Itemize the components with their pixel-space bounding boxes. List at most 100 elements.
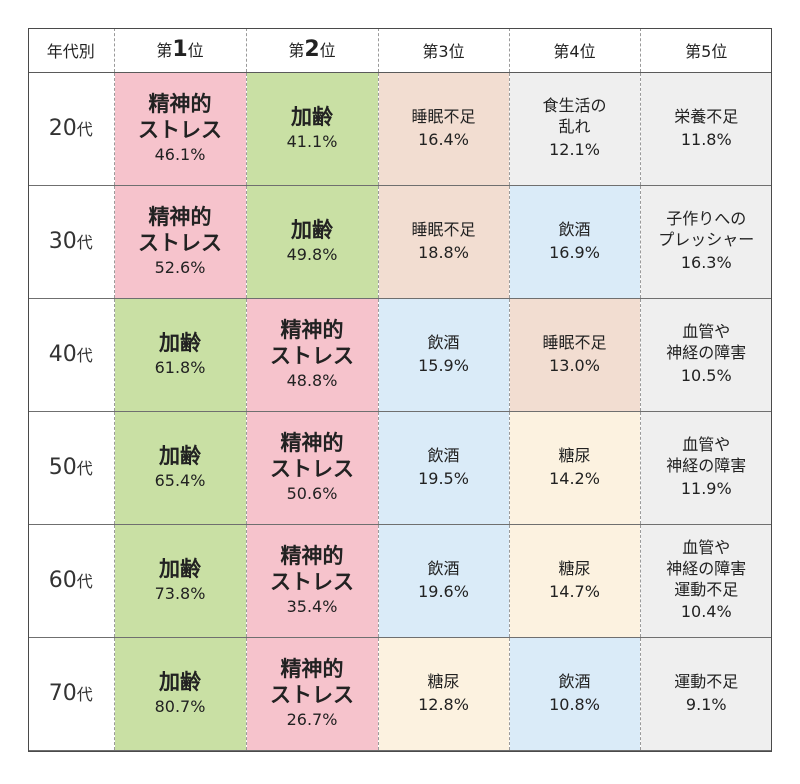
rank-5-cell: 運動不足 9.1% xyxy=(640,637,772,751)
rank-1-cell: 加齢 65.4% xyxy=(114,411,247,525)
rank-3-cell: 睡眠不足 16.4% xyxy=(378,72,510,186)
rank-4-cell: 糖尿 14.7% xyxy=(509,524,641,638)
cause-label: 睡眠不足 xyxy=(542,332,607,352)
header-rank-1: 第1位 xyxy=(114,28,247,73)
cause-percentage: 10.5% xyxy=(680,365,732,385)
table-body: 20代 精神的 ストレス 46.1% 加齢 41.1% 睡眠不足 16.4% 食生活の 乱れ 1… xyxy=(28,72,772,751)
cause-label: 子作りへの プレッシャー xyxy=(658,209,755,250)
rank-4-cell: 食生活の 乱れ 12.1% xyxy=(509,72,641,186)
age-suffix: 代 xyxy=(76,346,93,365)
rank-2-cell: 精神的 ストレス 26.7% xyxy=(246,637,379,751)
header-text: 第5位 xyxy=(685,41,728,61)
cause-percentage: 50.6% xyxy=(286,484,338,504)
rank-4-cell: 睡眠不足 13.0% xyxy=(509,298,641,412)
age-group-cell: 60代 xyxy=(28,524,115,638)
header-text-suffix: 位 xyxy=(319,41,336,61)
cause-percentage: 16.3% xyxy=(680,252,732,272)
age-suffix: 代 xyxy=(76,233,93,252)
rank-3-cell: 飲酒 15.9% xyxy=(378,298,510,412)
rank-2-cell: 加齢 41.1% xyxy=(246,72,379,186)
age-group-cell: 20代 xyxy=(28,72,115,186)
header-rank-3: 第3位 xyxy=(378,28,510,73)
rank-1-cell: 加齢 80.7% xyxy=(114,637,247,751)
cause-label: 加齢 xyxy=(291,104,333,129)
rank-2-cell: 精神的 ストレス 35.4% xyxy=(246,524,379,638)
rank-2-cell: 精神的 ストレス 50.6% xyxy=(246,411,379,525)
cause-label: 精神的 ストレス xyxy=(270,317,354,369)
rank-5-cell: 子作りへの プレッシャー 16.3% xyxy=(640,185,772,299)
cause-percentage: 49.8% xyxy=(286,245,338,265)
table-row: 40代 加齢 61.8% 精神的 ストレス 48.8% 飲酒 15.9% 睡眠不足 13.0% 血… xyxy=(28,298,772,412)
cause-percentage: 14.2% xyxy=(549,468,600,488)
cause-percentage: 46.1% xyxy=(154,145,206,165)
cause-label: 加齢 xyxy=(291,217,333,242)
rank-5-cell: 栄養不足 11.8% xyxy=(640,72,772,186)
age-suffix: 代 xyxy=(76,459,93,478)
age-number: 30 xyxy=(48,229,77,254)
rank-3-cell: 飲酒 19.6% xyxy=(378,524,510,638)
age-number: 70 xyxy=(48,681,77,706)
age-number: 50 xyxy=(48,455,77,480)
cause-percentage: 19.5% xyxy=(418,468,469,488)
cause-label: 食生活の 乱れ xyxy=(542,96,607,137)
cause-percentage: 19.6% xyxy=(418,581,469,601)
rank-4-cell: 飲酒 10.8% xyxy=(509,637,641,751)
cause-label: 精神的 ストレス xyxy=(138,91,222,143)
cause-percentage: 15.9% xyxy=(418,355,469,375)
table-row: 30代 精神的 ストレス 52.6% 加齢 49.8% 睡眠不足 18.8% 飲酒 16.9% 子… xyxy=(28,185,772,299)
rank-1-cell: 加齢 61.8% xyxy=(114,298,247,412)
header-rank-4: 第4位 xyxy=(509,28,641,73)
cause-label: 精神的 ストレス xyxy=(270,543,354,595)
cause-label: 加齢 xyxy=(159,330,201,355)
age-suffix: 代 xyxy=(76,120,93,139)
cause-label: 飲酒 xyxy=(558,219,591,239)
cause-label: 栄養不足 xyxy=(674,106,739,126)
cause-percentage: 52.6% xyxy=(154,258,206,278)
table-row: 20代 精神的 ストレス 46.1% 加齢 41.1% 睡眠不足 16.4% 食生活の 乱れ 1… xyxy=(28,72,772,186)
age-group-cell: 30代 xyxy=(28,185,115,299)
rank-2-cell: 精神的 ストレス 48.8% xyxy=(246,298,379,412)
header-rank-5: 第5位 xyxy=(640,28,772,73)
cause-percentage: 16.4% xyxy=(418,129,469,149)
age-number: 20 xyxy=(48,116,77,141)
cause-label: 血管や 神経の障害 xyxy=(666,322,747,363)
cause-label: 飲酒 xyxy=(427,558,460,578)
cause-percentage: 14.7% xyxy=(549,581,600,601)
cause-label: 睡眠不足 xyxy=(411,106,476,126)
cause-label: 糖尿 xyxy=(558,558,591,578)
cause-label: 加齢 xyxy=(159,556,201,581)
cause-percentage: 9.1% xyxy=(685,694,727,714)
age-number: 60 xyxy=(48,568,77,593)
header-text: 年代別 xyxy=(46,41,95,61)
rank-3-cell: 糖尿 12.8% xyxy=(378,637,510,751)
cause-percentage: 10.4% xyxy=(680,602,732,622)
cause-percentage: 73.8% xyxy=(154,584,206,604)
age-suffix: 代 xyxy=(76,685,93,704)
table-row: 70代 加齢 80.7% 精神的 ストレス 26.7% 糖尿 12.8% 飲酒 10.8% 運動不… xyxy=(28,637,772,751)
cause-percentage: 11.8% xyxy=(680,129,732,149)
cause-percentage: 26.7% xyxy=(286,710,338,730)
cause-label: 精神的 ストレス xyxy=(270,656,354,708)
age-group-cell: 40代 xyxy=(28,298,115,412)
cause-percentage: 18.8% xyxy=(418,242,469,262)
cause-label: 運動不足 xyxy=(674,671,739,691)
cause-label: 加齢 xyxy=(159,443,201,468)
header-rank-number: 2 xyxy=(304,37,320,63)
rank-5-cell: 血管や 神経の障害 10.5% xyxy=(640,298,772,412)
cause-percentage: 35.4% xyxy=(286,597,338,617)
age-suffix: 代 xyxy=(76,572,93,591)
cause-percentage: 41.1% xyxy=(286,132,338,152)
header-text: 第4位 xyxy=(553,41,596,61)
cause-label: 飲酒 xyxy=(427,445,460,465)
rank-5-cell: 血管や 神経の障害 11.9% xyxy=(640,411,772,525)
rank-3-cell: 睡眠不足 18.8% xyxy=(378,185,510,299)
cause-percentage: 65.4% xyxy=(154,471,206,491)
cause-percentage: 48.8% xyxy=(286,371,338,391)
rank-2-cell: 加齢 49.8% xyxy=(246,185,379,299)
cause-percentage: 80.7% xyxy=(154,697,206,717)
cause-percentage: 12.1% xyxy=(549,139,600,159)
cause-label: 精神的 ストレス xyxy=(138,204,222,256)
cause-percentage: 13.0% xyxy=(549,355,600,375)
cause-label: 加齢 xyxy=(159,669,201,694)
rank-4-cell: 糖尿 14.2% xyxy=(509,411,641,525)
